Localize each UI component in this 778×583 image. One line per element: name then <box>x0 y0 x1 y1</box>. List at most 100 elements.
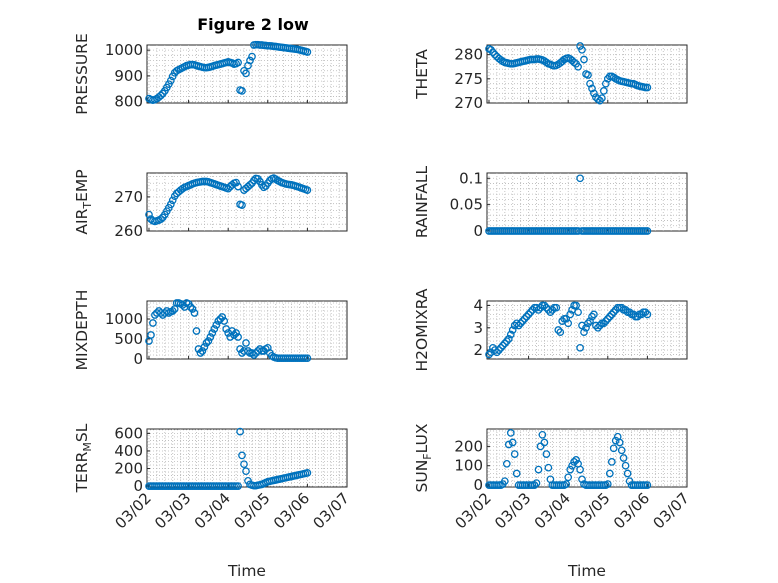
data-point <box>605 469 614 478</box>
data-point <box>643 481 652 489</box>
data-point <box>188 305 197 313</box>
data-point <box>520 314 529 323</box>
axes-box <box>486 172 688 232</box>
data-point <box>554 326 563 334</box>
y-tick-label: 280 <box>454 46 483 64</box>
data-point <box>303 186 312 194</box>
data-point <box>611 436 620 445</box>
data-point <box>534 465 543 474</box>
data-point <box>576 174 584 183</box>
x-axis-label: Time <box>567 562 606 580</box>
data-point <box>588 312 596 321</box>
data-point <box>157 215 165 223</box>
x-tick-label: 03/03 <box>151 489 194 532</box>
data-point <box>200 343 209 351</box>
x-tick-label: 03/04 <box>531 489 574 532</box>
data-point <box>208 329 217 337</box>
data-point <box>574 62 582 71</box>
data-point <box>228 327 236 335</box>
data-point <box>562 314 571 323</box>
y-tick-label: 270 <box>114 188 143 206</box>
series-points <box>485 174 652 235</box>
data-point <box>506 429 515 437</box>
y-tick-label: 1000 <box>105 41 143 59</box>
x-tick-label: 03/02 <box>112 489 155 532</box>
data-point <box>500 339 509 348</box>
data-point <box>232 178 240 187</box>
data-point <box>625 477 634 486</box>
y-tick-label: 0 <box>133 477 143 495</box>
data-point <box>643 83 652 92</box>
data-point <box>576 465 584 474</box>
data-point <box>524 310 533 319</box>
data-point <box>303 354 312 363</box>
data-point <box>497 343 505 352</box>
data-point <box>643 310 652 319</box>
data-point <box>248 52 256 61</box>
data-point <box>250 351 258 359</box>
data-point <box>633 312 642 321</box>
data-point <box>599 319 608 328</box>
data-point <box>202 339 211 347</box>
y-axis-label: MIXDEPTH <box>73 290 91 371</box>
data-point <box>598 94 606 103</box>
subplot-pressure: 800 900 1000 PRESSURE <box>73 33 348 115</box>
data-point <box>506 330 515 339</box>
y-tick-label: 4 <box>473 296 483 314</box>
data-point <box>603 314 612 323</box>
data-point <box>540 301 549 310</box>
data-point <box>621 461 630 470</box>
data-point <box>234 182 242 191</box>
data-point <box>570 58 578 67</box>
y-axis-label: SUNFLUX <box>413 423 434 492</box>
axes-box <box>146 172 348 232</box>
data-point <box>530 481 539 489</box>
data-point <box>242 467 250 476</box>
data-point <box>246 181 254 189</box>
data-point <box>220 317 229 325</box>
data-point <box>544 463 553 472</box>
data-point <box>303 469 312 477</box>
data-point <box>534 306 543 314</box>
data-point <box>216 315 225 323</box>
data-point <box>607 458 616 466</box>
series-points <box>485 42 652 105</box>
data-point <box>224 184 233 193</box>
data-point <box>623 469 632 478</box>
data-point <box>516 319 525 328</box>
data-point <box>508 438 517 447</box>
data-point <box>556 328 565 337</box>
data-point <box>532 479 541 487</box>
data-point <box>186 303 195 311</box>
data-point <box>643 227 652 235</box>
series-points <box>145 299 312 363</box>
y-axis-label: AIRTEMP <box>73 169 94 234</box>
data-point <box>168 196 177 205</box>
data-point <box>196 349 205 357</box>
x-tick-label: 03/07 <box>310 489 353 532</box>
data-point <box>242 339 250 347</box>
data-point <box>576 343 584 352</box>
data-point <box>609 308 618 317</box>
y-tick-label: 0 <box>133 350 143 368</box>
data-point <box>546 308 555 317</box>
data-point <box>617 303 626 312</box>
series-points <box>145 40 312 105</box>
y-tick-label: 100 <box>454 457 483 475</box>
y-tick-label: 3 <box>473 319 483 337</box>
data-point <box>244 347 252 355</box>
x-tick-label: 03/05 <box>570 489 613 532</box>
data-point <box>242 69 250 78</box>
data-point <box>166 76 175 85</box>
subplot-rainfall: 0 0.05 0.1 RAINFALL <box>413 165 688 240</box>
y-axis-label: PRESSURE <box>73 33 91 115</box>
data-point <box>588 84 596 93</box>
data-point <box>212 321 221 329</box>
data-point <box>538 430 547 439</box>
y-tick-label: 200 <box>454 437 483 455</box>
x-tick-label: 03/06 <box>270 489 313 532</box>
data-point <box>609 73 618 82</box>
y-tick-label: 270 <box>454 94 483 112</box>
